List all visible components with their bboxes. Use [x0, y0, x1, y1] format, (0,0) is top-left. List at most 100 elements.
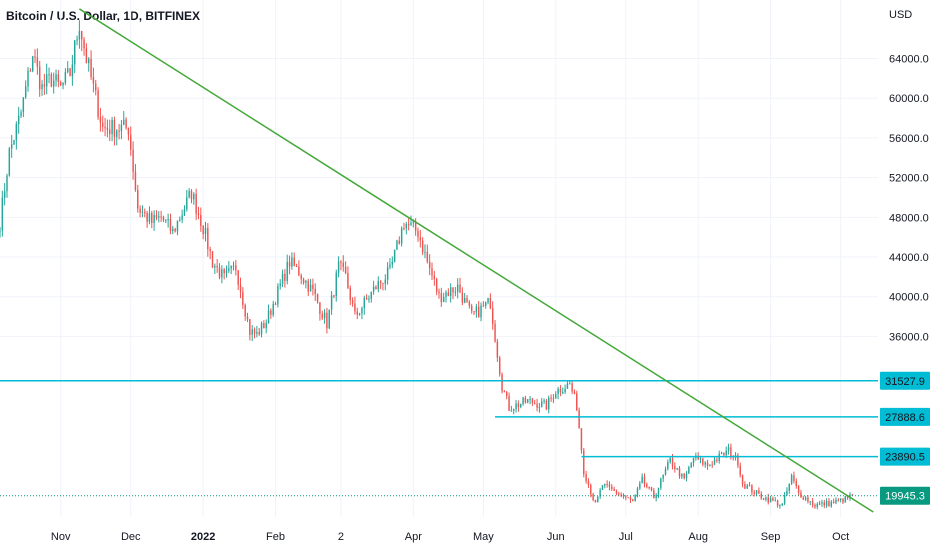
y-tick-label: 44000.0	[889, 252, 929, 264]
candle-body	[491, 308, 494, 324]
candle-body	[50, 74, 53, 87]
candle-body	[365, 298, 368, 300]
candle-body	[709, 464, 711, 466]
candle-body	[120, 124, 123, 132]
candle-body	[795, 481, 797, 487]
x-tick-label: Oct	[832, 531, 849, 543]
candle-body	[174, 228, 176, 232]
candle-body	[583, 450, 585, 475]
candle-body	[498, 357, 501, 375]
level-price-badge: 27888.6	[885, 412, 925, 424]
candle-body	[618, 493, 620, 495]
candle-body	[342, 262, 344, 267]
x-tick-label: Apr	[405, 531, 422, 543]
candle-body	[440, 293, 443, 303]
candle-body	[225, 270, 228, 274]
trendline-layer[interactable]	[78, 8, 874, 513]
candle-body	[265, 323, 267, 329]
candle-body	[384, 279, 387, 284]
candle-body	[137, 189, 139, 209]
candle-body	[426, 252, 429, 262]
candle-body	[676, 468, 678, 470]
candle-body	[744, 484, 746, 489]
candle-body	[59, 81, 62, 86]
candle-body	[704, 462, 706, 465]
candle-body	[760, 493, 762, 499]
horizontal-levels[interactable]	[0, 380, 878, 497]
candle-body	[452, 287, 454, 293]
candle-body	[305, 280, 307, 283]
candle-body	[473, 311, 475, 313]
candle-body	[536, 403, 538, 408]
candle-body	[585, 474, 587, 482]
candle-body	[699, 458, 702, 460]
candle-body	[372, 286, 375, 292]
candle-body	[587, 481, 590, 485]
candle-body	[200, 214, 202, 227]
candle-body	[249, 319, 251, 335]
candle-body	[564, 388, 566, 393]
candle-body	[237, 270, 239, 285]
candle-body	[580, 428, 583, 451]
candle-body	[424, 252, 426, 254]
candle-body	[669, 458, 671, 463]
candle-body	[167, 219, 169, 221]
candle-body	[361, 307, 363, 314]
candle-body	[723, 452, 725, 456]
candle-body	[403, 228, 405, 230]
candle-body	[639, 483, 641, 489]
candle-body	[76, 39, 78, 41]
candle-body	[27, 70, 29, 87]
candle-body	[625, 496, 627, 498]
candle-body	[52, 80, 55, 87]
candle-body	[664, 469, 667, 475]
candle-body	[692, 457, 695, 463]
candle-body	[8, 148, 11, 176]
candle-body	[20, 112, 22, 116]
candle-body	[363, 298, 366, 308]
candle-body	[772, 498, 774, 501]
candle-body	[69, 68, 71, 77]
candle-body	[620, 494, 622, 496]
candle-body	[576, 393, 578, 411]
candle-body	[613, 488, 615, 491]
y-tick-label: 48000.0	[889, 212, 929, 224]
candle-body	[433, 275, 436, 280]
candle-body	[480, 305, 482, 318]
candle-body	[590, 484, 592, 495]
candle-body	[193, 193, 195, 200]
candle-body	[641, 476, 643, 484]
candle-body	[629, 497, 632, 500]
candle-body	[746, 485, 748, 489]
candle-body	[508, 395, 510, 411]
candle-body	[288, 261, 291, 267]
price-axis[interactable]: USD 36000.0 40000.0 44000.0 48000.0 52000.0 5…	[889, 9, 929, 343]
candle-body	[671, 458, 674, 467]
candle-body	[204, 227, 207, 235]
candle-body	[636, 488, 639, 496]
candle-body	[800, 492, 802, 498]
candle-body	[552, 398, 555, 400]
candle-body	[725, 450, 727, 456]
candle-body	[375, 286, 377, 290]
candle-body	[10, 144, 13, 149]
x-tick-label: Nov	[51, 531, 71, 543]
candle-body	[769, 498, 772, 503]
candle-body	[239, 284, 242, 293]
time-axis[interactable]: Nov Dec 2022 Feb 2 Apr May Jun Jul Aug Sep Oct	[51, 531, 849, 543]
candle-body	[414, 221, 417, 231]
candle-body	[837, 499, 840, 501]
candle-body	[786, 490, 788, 496]
candle-body	[396, 240, 398, 250]
candle-body	[690, 462, 692, 468]
trendline	[78, 8, 874, 513]
candle-body	[71, 64, 74, 77]
candle-body	[3, 191, 6, 198]
candle-body	[449, 287, 452, 296]
candle-body	[15, 124, 18, 141]
candle-body	[566, 383, 569, 389]
x-tick-label: Jun	[547, 531, 565, 543]
candle-body	[221, 269, 223, 278]
candle-body	[748, 485, 751, 487]
